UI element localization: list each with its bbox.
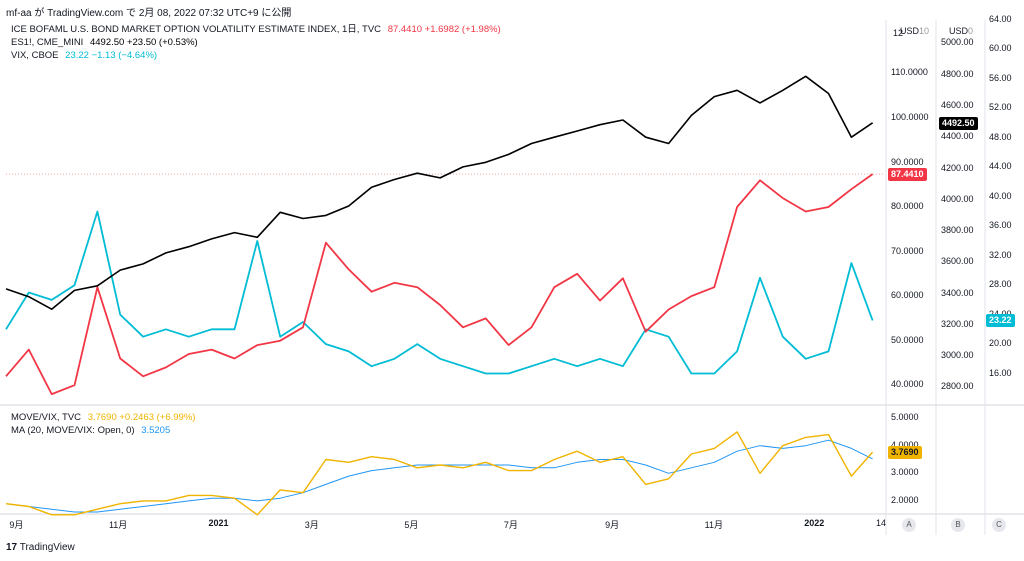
tradingview-logo-icon: 17 [6,542,18,553]
es-last-badge: 4492.50 [939,116,978,130]
es-axis-tick: 4200.00 [941,162,974,173]
publish-header: mf-aa が TradingView.com で 2月 08, 2022 07… [6,8,292,19]
move-axis-tick: 12 [893,28,904,38]
vix-axis-tick: 24.00 [989,309,1012,319]
ratio-axis-tick: 5.0000 [891,412,919,423]
vix-axis-tick: 36.00 [989,220,1012,231]
ratio-axis-tick: 3.0000 [891,467,919,478]
es-axis-tick: 4800.00 [941,68,974,79]
move-axis-tick: 90.0000 [891,156,924,167]
move-axis-tick: 60.0000 [891,290,924,301]
x-axis-tick: 11月 [704,520,723,530]
tradingview-logo-text: TradingView [19,542,75,553]
es-axis-tick: 5000.00 [941,37,974,48]
move-axis-partial: 10 [919,26,930,36]
legend-ratio-name: MOVE/VIX, TVC [11,412,82,423]
vix-axis-tick: 56.00 [989,72,1012,83]
vix-axis-tick: 48.00 [989,131,1012,142]
legend-es-name: ES1!, CME_MINI [11,37,84,48]
es-axis-tick: 2800.00 [941,381,974,392]
x-axis-tick: 2021 [208,518,229,528]
move-axis-tick: 100.0000 [891,111,929,122]
legend-ma-values: 3.5205 [141,425,171,436]
axis-button-c[interactable]: C [992,518,1006,532]
legend-move[interactable]: ICE BOFAML U.S. BOND MARKET OPTION VOLAT… [11,24,501,36]
vix-axis-tick: 20.00 [989,338,1012,349]
es-axis-currency: USD [949,26,969,36]
es-axis-tick: 3200.00 [941,318,974,329]
es-axis-tick: 3600.00 [941,256,974,267]
x-axis-tick: 2022 [804,518,825,528]
vix-axis-tick: 32.00 [989,249,1012,260]
legend-es-values: 4492.50 +23.50 (+0.53%) [89,37,198,48]
move-axis-tick: 80.0000 [891,201,924,212]
move-axis-tick: 40.0000 [891,379,924,390]
legend-move-name: ICE BOFAML U.S. BOND MARKET OPTION VOLAT… [11,24,382,35]
move-axis-tick: 50.0000 [891,334,924,345]
ratio-axis-tick: 2.0000 [891,494,919,505]
move-line [5,173,874,396]
legend-vix-name: VIX, CBOE [11,50,59,61]
legend-vix-values: 23.22 −1.13 (−4.64%) [65,50,158,61]
x-axis-tick: 14 [876,518,887,528]
move-axis-currency: USD [900,26,920,36]
legend-ratio[interactable]: MOVE/VIX, TVC 3.7690 +0.2463 (+6.99%) [11,412,195,424]
axis-button-b[interactable]: B [951,518,965,532]
legend-es[interactable]: ES1!, CME_MINI 4492.50 +23.50 (+0.53%) [11,37,198,49]
x-axis-tick: 11月 [108,520,128,530]
legend-ratio-values: 3.7690 +0.2463 (+6.99%) [87,412,196,423]
legend-ma-name: MA (20, MOVE/VIX: Open, 0) [11,425,135,436]
ratio-last-badge: 3.7690 [888,446,922,460]
x-axis-tick: 9月 [9,520,24,530]
x-axis-tick: 7月 [503,520,518,530]
ratio-axis-tick: 4.0000 [891,439,919,450]
es-axis-tick: 3800.00 [941,225,974,236]
vix-axis-tick: 16.00 [989,367,1012,378]
vix-last-badge: 23.22 [986,314,1015,328]
axis-button-a[interactable]: A [902,518,916,532]
vix-axis-tick: 60.00 [989,43,1012,54]
es-axis-tick: 3000.00 [941,350,974,361]
es-axis-tick: 4400.00 [941,131,974,142]
move-last-badge: 87.4410 [888,168,927,182]
move-axis-tick: 110.0000 [891,67,928,78]
es-axis-tick: 4600.00 [941,99,974,110]
tradingview-logo[interactable]: 17 TradingView [6,542,75,553]
es-axis-tick: 3400.00 [941,287,974,298]
x-axis-tick: 3月 [304,520,319,530]
legend-ma[interactable]: MA (20, MOVE/VIX: Open, 0) 3.5205 [11,425,170,437]
vix-line [5,210,874,375]
legend-vix[interactable]: VIX, CBOE 23.22 −1.13 (−4.64%) [11,50,157,62]
move-axis-tick: 70.0000 [891,245,924,256]
x-axis-tick: 5月 [404,520,419,530]
es-axis-partial: 0 [968,26,974,36]
legend-move-values: 87.4410 +1.6982 (+1.98%) [387,24,501,35]
vix-axis-tick: 28.00 [989,279,1012,290]
vix-axis-tick: 44.00 [989,161,1012,172]
es-line [5,75,874,311]
ratio-line [5,431,874,516]
x-axis-tick: 9月 [605,520,620,530]
vix-axis-tick: 64.00 [989,14,1012,24]
vix-axis-tick: 52.00 [989,102,1012,113]
es-axis-tick: 4000.00 [941,193,974,204]
vix-axis-tick: 40.00 [989,190,1012,201]
